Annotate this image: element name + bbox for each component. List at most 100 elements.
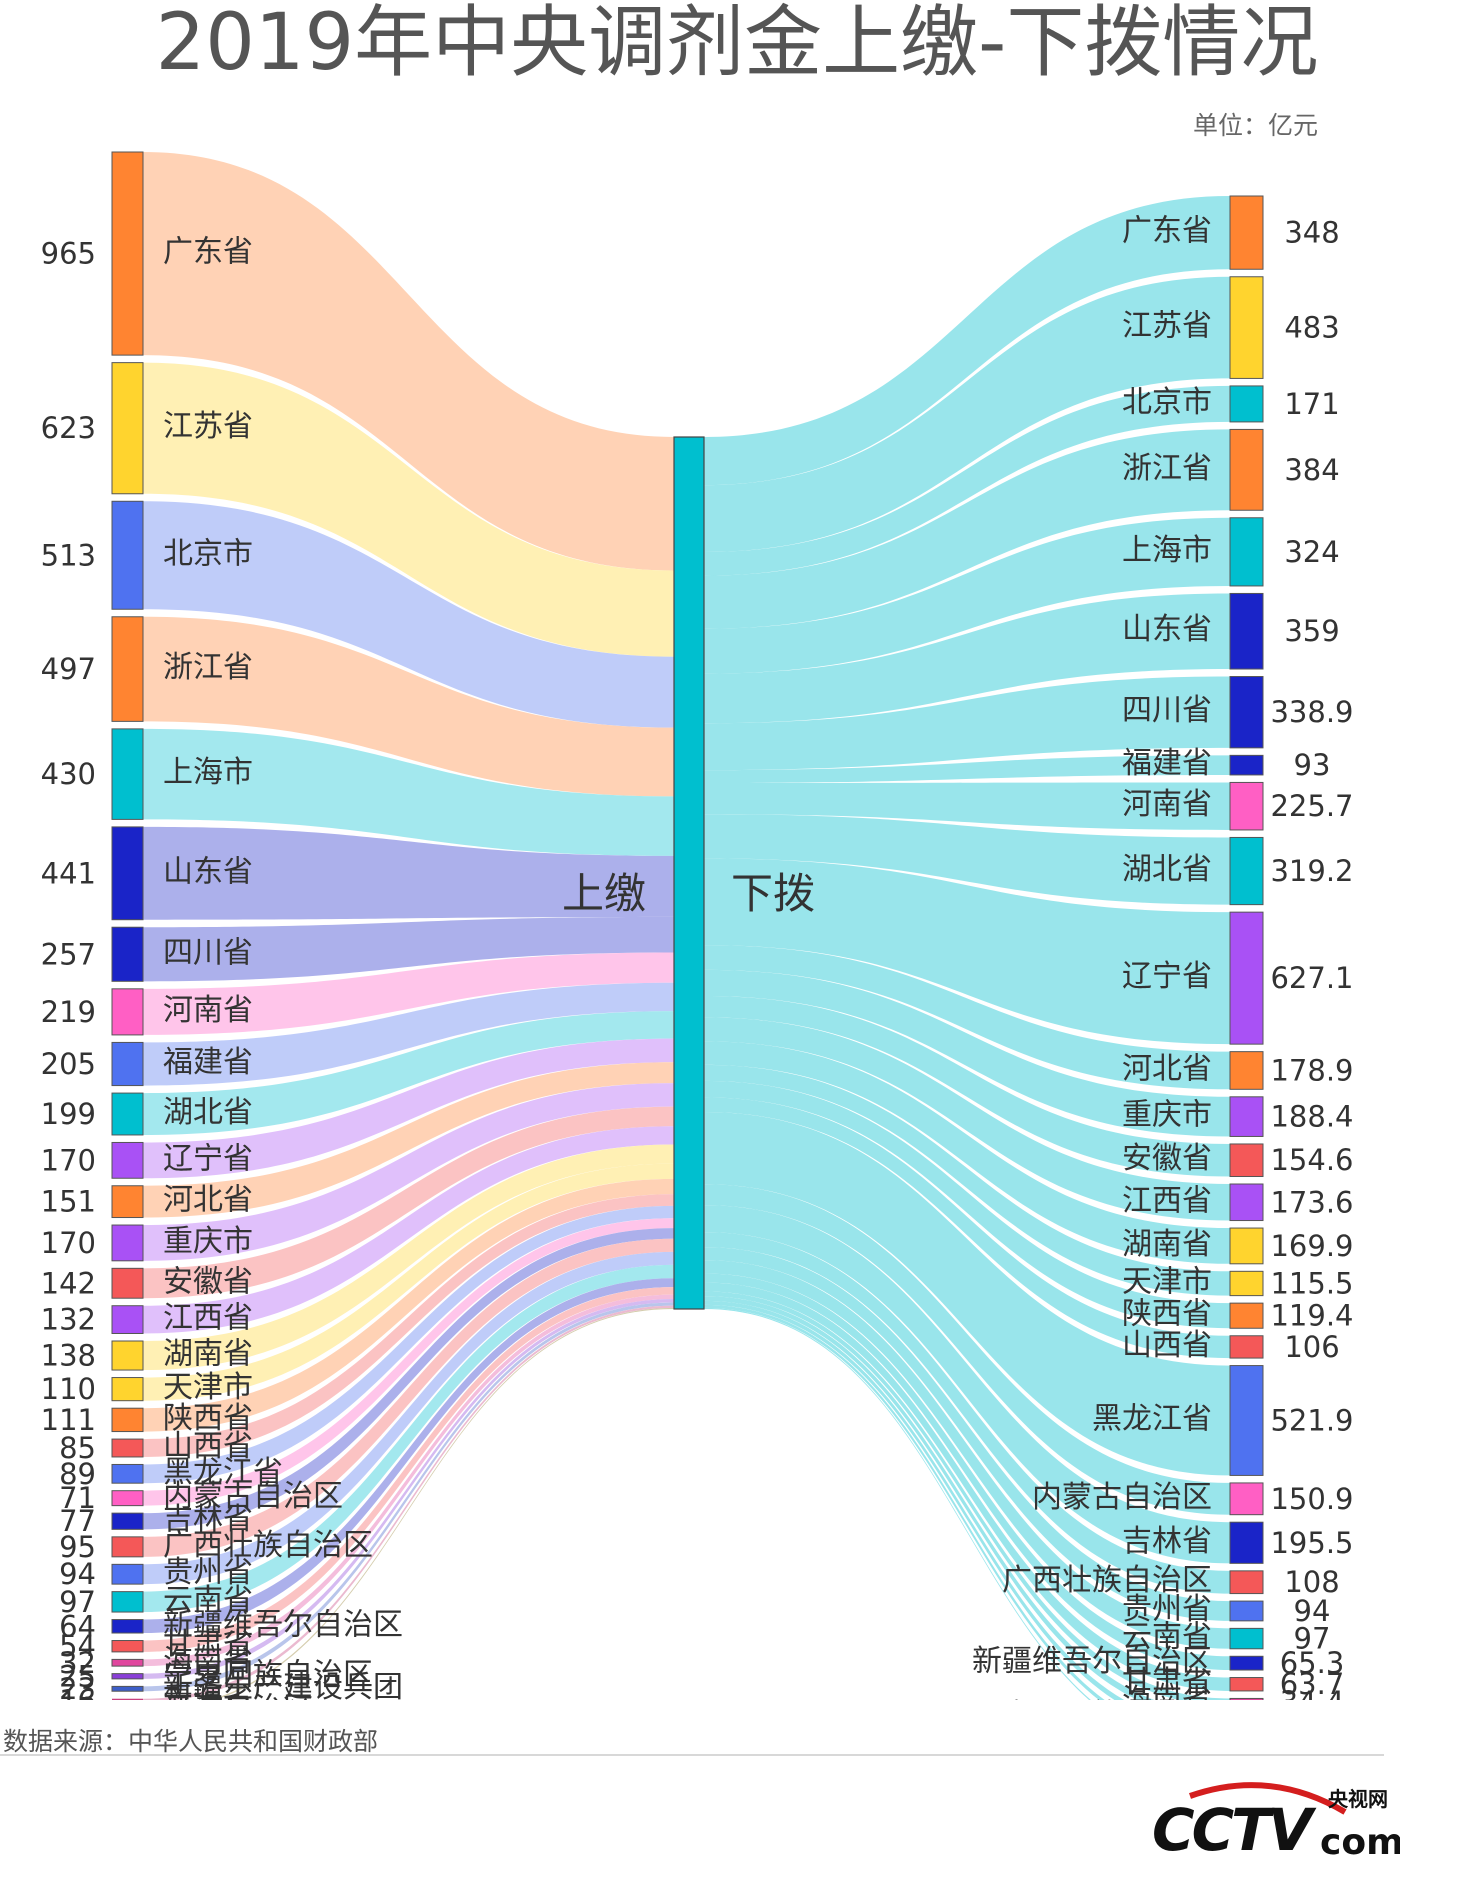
inflow-link-4 [143, 728, 674, 856]
right-name-label-13: 安徽省 [1122, 1141, 1212, 1176]
left-name-label-11: 河北省 [163, 1183, 253, 1218]
right-node-bar-4 [1229, 517, 1264, 587]
inflow-link-3 [143, 616, 674, 797]
right-node-bar-1 [1229, 276, 1264, 379]
inflow-link-24 [143, 1264, 674, 1613]
left-node-bar-22 [111, 1536, 144, 1558]
left-name-label-5: 山东省 [163, 854, 253, 889]
left-name-label-16: 天津市 [163, 1370, 253, 1405]
outflow-link-27 [704, 1291, 1230, 1700]
outflow-link-8 [704, 782, 1230, 830]
inflow-link-30 [143, 1305, 674, 1700]
right-name-label-4: 上海市 [1122, 533, 1212, 568]
right-value-label-16: 115.5 [1270, 1266, 1353, 1300]
left-name-label-8: 福建省 [163, 1045, 253, 1080]
inflow-link-10 [143, 1038, 674, 1179]
right-node-bar-6 [1229, 676, 1264, 749]
left-value-label-25: 64 [59, 1609, 96, 1643]
right-name-label-28: 宁夏回族自治区 [1002, 1698, 1212, 1700]
left-node-bar-21 [111, 1512, 144, 1530]
right-value-label-23: 94 [1294, 1594, 1331, 1628]
left-value-label-20: 71 [59, 1481, 96, 1515]
inflow-link-27 [143, 1294, 674, 1667]
right-value-label-10: 627.1 [1270, 961, 1353, 995]
left-value-label-13: 142 [41, 1266, 96, 1300]
left-value-label-4: 430 [41, 757, 96, 791]
left-value-label-8: 205 [41, 1047, 96, 1081]
left-value-label-19: 89 [59, 1457, 96, 1491]
left-name-label-24: 云南省 [163, 1583, 253, 1618]
left-node-bar-7 [111, 988, 144, 1036]
left-value-label-28: 25 [59, 1659, 96, 1693]
inflow-link-12 [143, 1083, 674, 1261]
outflow-link-22 [704, 1232, 1230, 1594]
left-node-bar-16 [111, 1377, 144, 1402]
left-node-bar-1 [111, 362, 144, 495]
right-name-label-5: 山东省 [1122, 612, 1212, 647]
left-name-label-31: 西藏自治区 [163, 1691, 313, 1700]
left-value-label-31: 8 [78, 1693, 96, 1700]
right-value-label-4: 324 [1284, 535, 1339, 569]
right-node-bar-20 [1229, 1482, 1264, 1516]
right-value-label-13: 154.6 [1270, 1143, 1353, 1177]
outflow-link-5 [704, 593, 1230, 724]
chart-title: 2019年中央调剂金上缴-下拨情况 [155, 0, 1319, 88]
right-value-label-9: 319.2 [1270, 854, 1353, 888]
right-node-bar-15 [1229, 1227, 1264, 1265]
right-node-bar-10 [1229, 911, 1264, 1045]
outflow-link-16 [704, 1064, 1230, 1296]
left-node-bar-13 [111, 1267, 144, 1299]
left-node-bar-10 [111, 1141, 144, 1179]
left-name-label-26: 甘肃省 [163, 1627, 253, 1662]
outflow-link-2 [704, 385, 1230, 576]
right-value-label-15: 169.9 [1270, 1229, 1353, 1263]
inflow-link-25 [143, 1278, 674, 1634]
inflow-link-9 [143, 1011, 674, 1135]
outflow-link-1 [704, 276, 1230, 552]
left-node-bar-0 [111, 151, 144, 356]
right-name-label-7: 福建省 [1122, 746, 1212, 781]
outflow-link-18 [704, 1097, 1230, 1359]
right-name-label-22: 广西壮族自治区 [1002, 1563, 1212, 1598]
right-name-label-1: 江苏省 [1122, 309, 1212, 344]
right-value-label-18: 106 [1284, 1330, 1339, 1364]
right-node-bar-5 [1229, 592, 1264, 670]
left-name-label-10: 辽宁省 [163, 1141, 253, 1176]
inflow-link-2 [143, 501, 674, 728]
inflow-link-21 [143, 1228, 674, 1530]
right-name-label-16: 天津市 [1122, 1264, 1212, 1299]
outflow-link-6 [704, 676, 1230, 771]
right-node-bar-22 [1229, 1570, 1264, 1595]
outflow-link-10 [704, 858, 1230, 1045]
inflow-link-20 [143, 1218, 674, 1506]
right-value-label-8: 225.7 [1270, 789, 1353, 823]
outflow-link-0 [704, 196, 1230, 486]
center-node-bar [673, 436, 705, 1310]
left-value-label-24: 97 [59, 1585, 96, 1619]
outflow-link-15 [704, 1041, 1230, 1264]
right-name-label-27: 海南省 [1122, 1683, 1212, 1700]
right-name-label-2: 北京市 [1122, 385, 1212, 420]
left-value-label-5: 441 [41, 856, 96, 890]
right-node-bar-13 [1229, 1143, 1264, 1178]
left-node-bar-23 [111, 1563, 144, 1585]
outflow-link-7 [704, 755, 1230, 783]
left-name-label-22: 广西壮族自治区 [163, 1528, 373, 1563]
right-value-label-5: 359 [1284, 614, 1339, 648]
left-name-label-1: 江苏省 [163, 409, 253, 444]
right-name-label-0: 广东省 [1122, 214, 1212, 249]
left-name-label-30: 青海省 [163, 1681, 253, 1700]
left-value-label-14: 132 [41, 1303, 96, 1337]
left-name-label-13: 安徽省 [163, 1264, 253, 1299]
right-name-label-24: 云南省 [1122, 1620, 1212, 1655]
unit-label: 单位：亿元 [1192, 111, 1318, 140]
logo-swoosh-icon [1189, 1782, 1347, 1815]
left-node-bar-3 [111, 616, 144, 722]
inflow-link-26 [143, 1287, 674, 1652]
left-node-bar-9 [111, 1092, 144, 1136]
right-value-label-3: 384 [1284, 453, 1339, 487]
outflow-link-26 [704, 1282, 1230, 1691]
inflow-link-5 [143, 826, 674, 920]
outflow-links [704, 196, 1230, 1700]
left-node-bar-17 [111, 1407, 144, 1433]
